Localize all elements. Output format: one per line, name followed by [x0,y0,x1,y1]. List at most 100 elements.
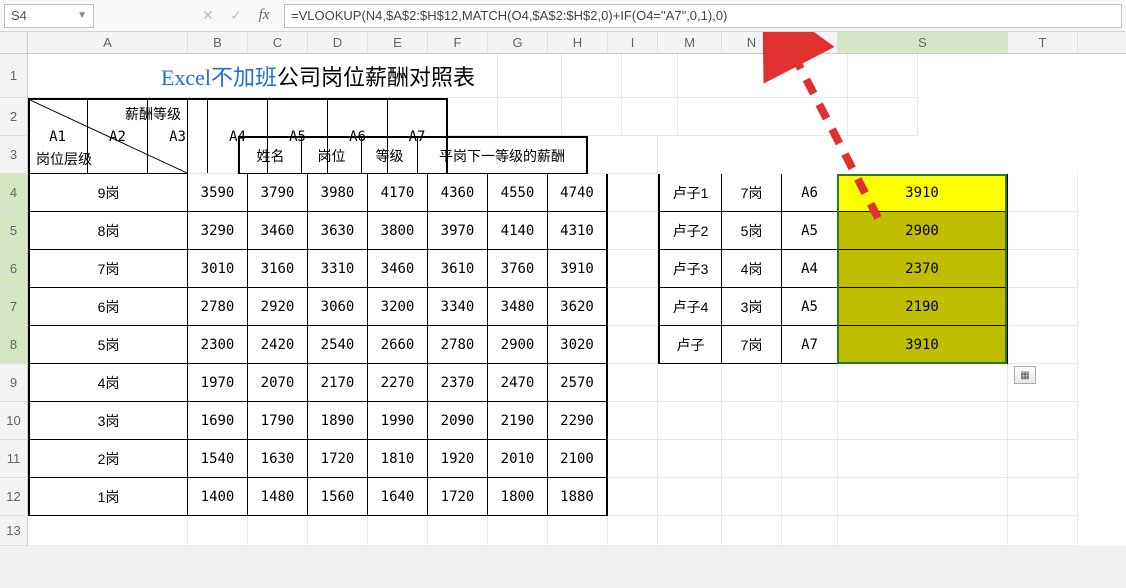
lookup-value[interactable]: A5 [782,212,838,250]
position-label[interactable]: 5岗 [28,326,188,364]
salary-value[interactable]: 1810 [368,440,428,478]
cell[interactable] [188,516,248,546]
cell[interactable] [722,402,782,440]
salary-value[interactable]: 3760 [488,250,548,288]
salary-value[interactable]: 3790 [248,174,308,212]
cell[interactable] [782,402,838,440]
cell[interactable] [608,478,658,516]
salary-value[interactable]: 1890 [308,402,368,440]
position-label[interactable]: 1岗 [28,478,188,516]
salary-value[interactable]: 1690 [188,402,248,440]
salary-value[interactable]: 1720 [308,440,368,478]
row-header-4[interactable]: 4 [0,174,28,212]
row-header-6[interactable]: 6 [0,250,28,288]
cell[interactable] [678,98,848,136]
salary-value[interactable]: 3910 [548,250,608,288]
row-header-3[interactable]: 3 [0,136,28,174]
cell[interactable] [608,250,658,288]
row-header-11[interactable]: 11 [0,440,28,478]
lookup-header[interactable]: 岗位 [302,136,362,174]
row-header-2[interactable]: 2 [0,98,28,136]
cancel-icon[interactable]: ✕ [194,4,222,28]
column-header-T[interactable]: T [1008,32,1078,53]
salary-value[interactable]: 1630 [248,440,308,478]
cell[interactable] [722,364,782,402]
salary-value[interactable]: 3010 [188,250,248,288]
salary-value[interactable]: 1880 [548,478,608,516]
salary-value[interactable]: 3620 [548,288,608,326]
cell[interactable] [1008,478,1078,516]
cell[interactable] [608,364,658,402]
formula-bar[interactable]: =VLOOKUP(N4,$A$2:$H$12,MATCH(O4,$A$2:$H$… [284,4,1122,28]
salary-value[interactable]: 3290 [188,212,248,250]
cell[interactable] [548,516,608,546]
cell[interactable] [1008,288,1078,326]
salary-value[interactable]: 1400 [188,478,248,516]
salary-value[interactable]: 1790 [248,402,308,440]
salary-value[interactable]: 3020 [548,326,608,364]
cell[interactable] [562,98,622,136]
lookup-header[interactable]: 姓名 [238,136,302,174]
salary-value[interactable]: 2470 [488,364,548,402]
salary-value[interactable]: 3460 [248,212,308,250]
cell[interactable] [1008,402,1078,440]
column-header-H[interactable]: H [548,32,608,53]
salary-value[interactable]: 4140 [488,212,548,250]
salary-value[interactable]: 1720 [428,478,488,516]
lookup-value[interactable]: A5 [782,288,838,326]
lookup-value[interactable]: A7 [782,326,838,364]
lookup-value[interactable]: 7岗 [722,326,782,364]
salary-level-header[interactable]: A2 [88,98,148,174]
salary-value[interactable]: 3340 [428,288,488,326]
lookup-value[interactable]: 卢子2 [658,212,722,250]
spreadsheet-grid[interactable]: ABCDEFGHIMNOST 1Excel不加班公司岗位薪酬对照表2薪酬等级岗位… [0,32,1126,546]
lookup-value[interactable]: 3910 [838,326,1008,364]
position-label[interactable]: 6岗 [28,288,188,326]
cell[interactable] [848,98,918,136]
column-header-G[interactable]: G [488,32,548,53]
column-header-N[interactable]: N [722,32,782,53]
column-header-C[interactable]: C [248,32,308,53]
salary-value[interactable]: 2070 [248,364,308,402]
position-label[interactable]: 9岗 [28,174,188,212]
salary-value[interactable]: 2090 [428,402,488,440]
salary-value[interactable]: 3590 [188,174,248,212]
salary-value[interactable]: 4360 [428,174,488,212]
lookup-value[interactable]: 4岗 [722,250,782,288]
salary-level-header[interactable]: A1 [28,98,88,174]
cell[interactable] [848,54,918,98]
cell[interactable] [838,478,1008,516]
lookup-value[interactable]: 卢子 [658,326,722,364]
salary-value[interactable]: 3630 [308,212,368,250]
lookup-value[interactable]: 7岗 [722,174,782,212]
column-header-D[interactable]: D [308,32,368,53]
cell[interactable] [658,478,722,516]
cell[interactable] [838,516,1008,546]
salary-value[interactable]: 2270 [368,364,428,402]
column-header-F[interactable]: F [428,32,488,53]
position-label[interactable]: 3岗 [28,402,188,440]
salary-value[interactable]: 2660 [368,326,428,364]
cell[interactable] [838,364,1008,402]
salary-value[interactable]: 2540 [308,326,368,364]
salary-value[interactable]: 2170 [308,364,368,402]
cell[interactable] [498,54,562,98]
lookup-value[interactable]: 3岗 [722,288,782,326]
lookup-header[interactable]: 等级 [362,136,418,174]
salary-value[interactable]: 1540 [188,440,248,478]
cell[interactable] [28,516,188,546]
cell[interactable] [622,98,678,136]
lookup-header[interactable]: 平岗下一等级的薪酬 [418,136,588,174]
position-label[interactable]: 2岗 [28,440,188,478]
cell[interactable] [1008,326,1078,364]
cell[interactable] [1008,174,1078,212]
cell[interactable] [658,364,722,402]
salary-value[interactable]: 3980 [308,174,368,212]
salary-value[interactable]: 2300 [188,326,248,364]
lookup-value[interactable]: 2900 [838,212,1008,250]
salary-value[interactable]: 2920 [248,288,308,326]
cell[interactable] [782,364,838,402]
salary-value[interactable]: 2780 [188,288,248,326]
salary-value[interactable]: 3160 [248,250,308,288]
salary-value[interactable]: 3480 [488,288,548,326]
